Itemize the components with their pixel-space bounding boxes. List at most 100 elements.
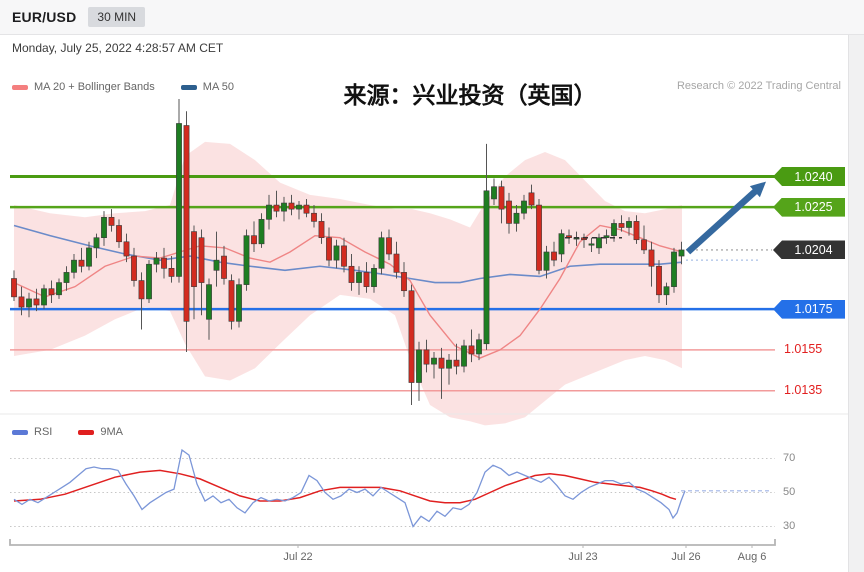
candle-down <box>326 237 332 261</box>
ma50-swatch-icon <box>180 84 197 90</box>
candle-down <box>408 290 415 383</box>
rsi-legend: RSI 9MA <box>12 426 123 438</box>
rsi-ma-line <box>13 469 677 504</box>
candle-down <box>183 125 190 322</box>
candle-down <box>393 253 400 273</box>
ma50-line <box>13 224 683 284</box>
x-axis-line <box>9 539 776 546</box>
candle-up <box>461 345 467 367</box>
candle-down <box>198 237 205 283</box>
candle-down <box>311 212 317 222</box>
datetime-line: Monday, July 25, 2022 4:28:57 AM CET <box>12 41 224 55</box>
candle-up <box>236 284 242 322</box>
candle-up <box>146 263 152 300</box>
candle-up <box>71 259 77 273</box>
candle-down <box>633 221 640 241</box>
candle-up <box>521 200 527 214</box>
candle-down <box>138 280 145 300</box>
candle-up <box>626 221 632 228</box>
candle-down <box>191 231 197 287</box>
candle-down <box>551 251 557 261</box>
price-badge-1.0204: 1.0204 <box>773 240 845 260</box>
candle-up <box>356 272 362 283</box>
candle-up <box>671 251 677 287</box>
rsi-ma-swatch-icon <box>78 429 95 435</box>
candle-up <box>446 359 452 369</box>
timeframe-badge[interactable]: 30 MIN <box>88 7 146 27</box>
top-bar: EUR/USD 30 MIN <box>0 0 864 35</box>
candle-up <box>213 259 220 271</box>
candle-up <box>476 339 482 355</box>
rsi-scale-30: 30 <box>783 519 796 532</box>
rsi-line <box>13 448 686 528</box>
candle-down <box>78 259 85 267</box>
candle-up <box>596 237 602 249</box>
candle-down <box>401 272 407 292</box>
candle-down <box>498 186 505 210</box>
candle-down <box>506 200 512 224</box>
candle-up <box>153 257 160 265</box>
candle-down <box>656 265 662 296</box>
candle-up <box>678 249 685 257</box>
candle-up <box>296 204 302 210</box>
rsi-ma-legend-label: 9MA <box>100 426 123 438</box>
x-axis-label-Aug-6: Aug 6 <box>737 551 767 563</box>
candle-up <box>243 235 250 285</box>
candle-down <box>33 298 40 306</box>
candle-down <box>348 265 355 283</box>
ma20-swatch-icon <box>12 84 28 90</box>
candle-down <box>318 221 325 239</box>
candle-up <box>93 237 100 249</box>
candle-down <box>131 255 137 281</box>
candle-up <box>378 237 385 269</box>
candle-down <box>341 245 347 267</box>
candle-down <box>221 255 227 279</box>
price-badge-1.0225: 1.0225 <box>773 197 845 217</box>
forecast-arrow-shaft <box>685 185 761 255</box>
price-badge-1.0240: 1.0240 <box>773 167 845 186</box>
candle-down <box>168 267 175 277</box>
candle-up <box>371 267 377 287</box>
x-axis-label-Jul-23: Jul 23 <box>568 551 598 563</box>
candle-up <box>63 272 70 283</box>
candle-down <box>108 217 115 226</box>
candle-down <box>273 204 280 212</box>
candle-up <box>56 282 62 296</box>
right-margin-strip <box>848 35 864 572</box>
candle-down <box>468 345 475 355</box>
price-label-1.0155: 1.0155 <box>784 341 823 356</box>
candle-up <box>663 286 670 296</box>
candle-up <box>611 223 617 236</box>
candle-up <box>431 357 437 365</box>
candle-up <box>101 217 107 239</box>
candle-down <box>161 257 167 269</box>
copyright-text: Research © 2022 Trading Central <box>676 80 841 92</box>
candle-down <box>536 204 542 271</box>
candle-up <box>513 212 520 224</box>
forecast-arrow-head <box>749 181 766 198</box>
symbol-title: EUR/USD <box>12 9 77 25</box>
candle-down <box>123 241 130 257</box>
candle-up <box>483 190 490 345</box>
candle-down <box>618 223 625 228</box>
price-badge-1.0175: 1.0175 <box>773 299 845 319</box>
candle-up <box>416 349 422 383</box>
candle-down <box>423 349 430 365</box>
x-axis-label-Jul-26: Jul 26 <box>671 551 701 563</box>
candle-down <box>48 288 55 296</box>
candle-up <box>258 219 265 245</box>
ma50-legend-label: MA 50 <box>202 81 234 93</box>
candle-down <box>18 296 25 308</box>
candle-up <box>603 235 610 239</box>
rsi-scale-50: 50 <box>783 485 796 498</box>
candle-up <box>26 298 32 308</box>
candle-up <box>86 247 92 267</box>
candle-up <box>491 186 497 200</box>
candle-up <box>543 251 550 271</box>
x-axis-label-Jul-22: Jul 22 <box>283 551 313 563</box>
source-watermark-title: 来源：兴业投资（英国） <box>343 82 597 108</box>
candle-down <box>528 192 535 206</box>
price-label-1.0135: 1.0135 <box>784 382 823 397</box>
candle-up <box>176 123 182 277</box>
